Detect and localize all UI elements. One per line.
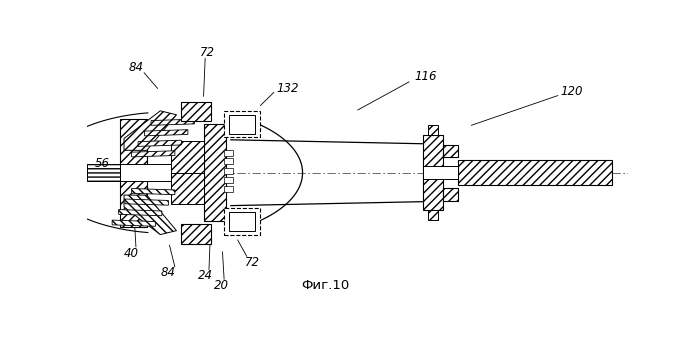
Text: 24: 24 [198,269,213,282]
Text: 84: 84 [128,61,143,74]
Text: 56: 56 [95,157,110,170]
Polygon shape [132,188,175,195]
Text: 84: 84 [161,266,176,279]
Text: Фиг.10: Фиг.10 [301,279,350,292]
Bar [223,177,233,183]
Bar [120,119,147,227]
Bar [443,145,459,157]
Text: 72: 72 [200,47,215,60]
Polygon shape [112,220,156,226]
Bar [223,111,260,137]
Polygon shape [125,199,168,205]
Text: 20: 20 [214,279,229,292]
Bar [223,158,233,164]
Bar [443,188,459,201]
Bar [428,125,438,135]
Polygon shape [132,151,175,157]
Bar [223,168,233,174]
Bar [423,166,459,179]
Text: 132: 132 [276,82,299,95]
Bar [423,135,443,210]
Polygon shape [144,130,188,136]
Bar [229,212,255,232]
Polygon shape [124,195,177,235]
Bar [171,173,204,204]
Bar [229,115,255,134]
Text: 40: 40 [124,247,139,260]
Bar [459,160,612,185]
Text: 116: 116 [414,70,436,83]
Bar [223,186,233,192]
Bar [428,210,438,220]
Bar [204,124,226,221]
Text: 120: 120 [560,84,583,97]
Polygon shape [124,111,177,150]
Bar [87,164,120,181]
Bar [171,141,204,173]
Polygon shape [119,210,162,216]
Polygon shape [151,119,194,125]
Bar [181,102,211,121]
Bar [223,150,233,156]
Text: 72: 72 [245,256,260,269]
Bar [223,208,260,235]
Polygon shape [138,140,181,146]
Bar [120,164,198,181]
Bar [181,224,211,244]
